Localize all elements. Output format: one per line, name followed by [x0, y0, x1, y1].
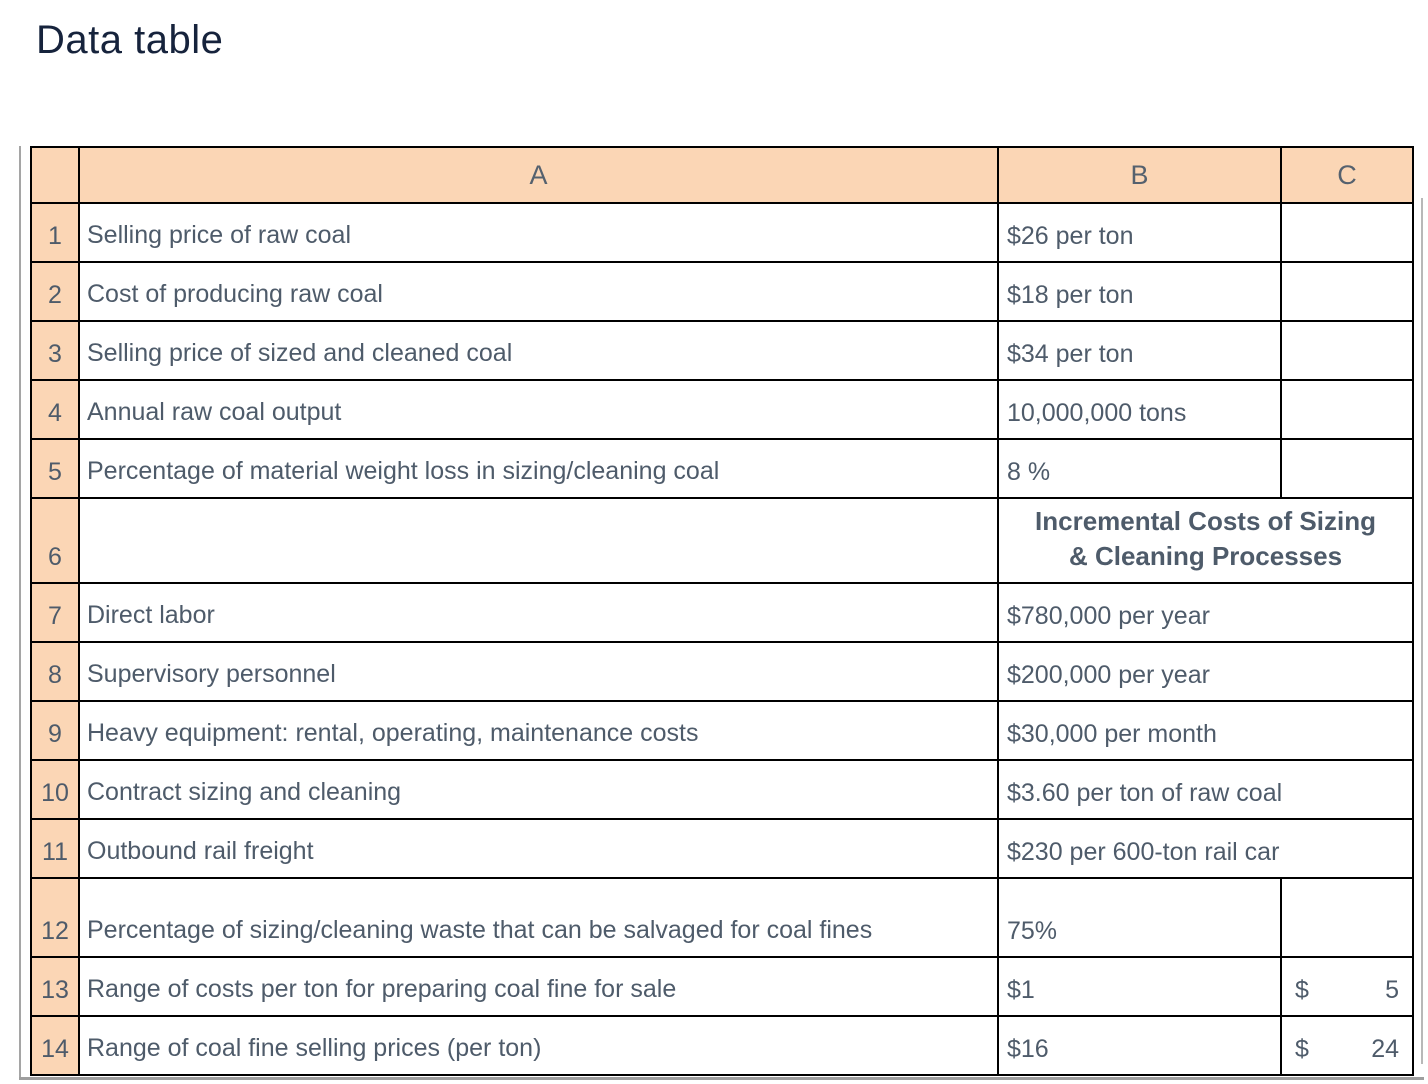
- description-cell: Annual raw coal output: [78, 379, 999, 440]
- description-cell: Cost of producing raw coal: [78, 261, 999, 322]
- row-number-cell: 12: [30, 877, 80, 958]
- heading-line: & Cleaning Processes: [1068, 540, 1343, 571]
- description-text: Range of costs per ton for preparing coa…: [87, 975, 677, 1003]
- data-table: A B C 1 Selling price of raw coal $26 per …: [30, 146, 1414, 1076]
- viewer-frame-bottom-line: [19, 1077, 1424, 1080]
- value-cell: $16: [997, 1015, 1282, 1076]
- accounting-format: $5: [1283, 976, 1411, 1014]
- table-row: 7 Direct labor $780,000 per year: [30, 582, 1414, 643]
- row-number-cell: 13: [30, 956, 80, 1017]
- value-cell: 8 %: [997, 438, 1282, 499]
- heading-line: Incremental Costs of Sizing: [1035, 506, 1376, 537]
- row-number-cell: 10: [30, 759, 80, 820]
- amount: 5: [1385, 976, 1399, 1004]
- description-cell: Selling price of sized and cleaned coal: [78, 320, 999, 381]
- description-text: Percentage of material weight loss in si…: [87, 457, 720, 485]
- row-number-cell: 4: [30, 379, 80, 440]
- value-cell: $3.60 per ton of raw coal: [997, 759, 1414, 820]
- range-upper-cell: $24: [1280, 1015, 1414, 1076]
- empty-c-cell: [1280, 261, 1414, 322]
- accounting-format: $24: [1283, 1035, 1411, 1073]
- row-number-cell: 7: [30, 582, 80, 643]
- value-cell: 10,000,000 tons: [997, 379, 1282, 440]
- value-cell: 75%: [997, 877, 1282, 958]
- value-cell: $1: [997, 956, 1282, 1017]
- value-cell: $780,000 per year: [997, 582, 1414, 643]
- description-text: Cost of producing raw coal: [87, 280, 383, 308]
- description-text: Percentage of sizing/cleaning waste that…: [87, 916, 873, 944]
- table-row: 11 Outbound rail freight $230 per 600-ton …: [30, 818, 1414, 879]
- description-cell: Range of coal fine selling prices (per t…: [78, 1015, 999, 1076]
- column-header-c: C: [1280, 146, 1414, 204]
- merged-heading-cell: Incremental Costs of Sizing & Cleaning Pr…: [997, 497, 1414, 584]
- table-row: 2 Cost of producing raw coal $18 per ton: [30, 261, 1414, 322]
- page-title: Data table: [36, 18, 224, 62]
- description-cell: Percentage of sizing/cleaning waste that…: [78, 877, 999, 958]
- row-number-cell: 9: [30, 700, 80, 761]
- description-cell: Contract sizing and cleaning: [78, 759, 999, 820]
- table-body: 1 Selling price of raw coal $26 per ton 2 Co…: [30, 202, 1414, 1076]
- row-number-cell: 5: [30, 438, 80, 499]
- table-row: 4 Annual raw coal output 10,000,000 tons: [30, 379, 1414, 440]
- empty-c-cell: [1280, 877, 1414, 958]
- value-cell: $30,000 per month: [997, 700, 1414, 761]
- row-number-cell: 6: [30, 497, 80, 584]
- empty-c-cell: [1280, 438, 1414, 499]
- corner-cell: [30, 146, 80, 204]
- description-cell: Selling price of raw coal: [78, 202, 999, 263]
- table-row: 3 Selling price of sized and cleaned coal…: [30, 320, 1414, 381]
- value-cell: $200,000 per year: [997, 641, 1414, 702]
- description-cell: Range of costs per ton for preparing coa…: [78, 956, 999, 1017]
- description-cell: [78, 497, 999, 584]
- table-row: 8 Supervisory personnel $200,000 per year: [30, 641, 1414, 702]
- value-cell: $34 per ton: [997, 320, 1282, 381]
- description-text: Supervisory personnel: [87, 660, 336, 688]
- description-text: Outbound rail freight: [87, 837, 314, 865]
- row-number-cell: 14: [30, 1015, 80, 1076]
- row-number-cell: 11: [30, 818, 80, 879]
- empty-c-cell: [1280, 379, 1414, 440]
- description-text: Direct labor: [87, 601, 215, 629]
- row-number-cell: 1: [30, 202, 80, 263]
- row-number-cell: 8: [30, 641, 80, 702]
- description-text: Selling price of raw coal: [87, 221, 352, 249]
- empty-c-cell: [1280, 202, 1414, 263]
- table-row: 6 Incremental Costs of Sizing & Cleaning P…: [30, 497, 1414, 584]
- currency-symbol: $: [1295, 1035, 1309, 1063]
- description-text: Heavy equipment: rental, operating, main…: [87, 719, 699, 747]
- row-number-cell: 2: [30, 261, 80, 322]
- empty-c-cell: [1280, 320, 1414, 381]
- table-row: 12 Percentage of sizing/cleaning waste th…: [30, 877, 1414, 958]
- column-header-a: A: [78, 146, 999, 204]
- description-cell: Outbound rail freight: [78, 818, 999, 879]
- description-text: Contract sizing and cleaning: [87, 778, 402, 806]
- description-cell: Percentage of material weight loss in si…: [78, 438, 999, 499]
- description-text: Selling price of sized and cleaned coal: [87, 339, 513, 367]
- amount: 24: [1371, 1035, 1399, 1063]
- table-row: 9 Heavy equipment: rental, operating, mai…: [30, 700, 1414, 761]
- description-cell: Supervisory personnel: [78, 641, 999, 702]
- viewer-frame-left-line: [19, 146, 21, 1079]
- viewer-frame-right-line: [1421, 198, 1423, 1064]
- table-row: 5 Percentage of material weight loss in s…: [30, 438, 1414, 499]
- table-row: 10 Contract sizing and cleaning $3.60 per …: [30, 759, 1414, 820]
- column-header-row: A B C: [30, 146, 1414, 204]
- column-header-b: B: [997, 146, 1282, 204]
- description-text: Annual raw coal output: [87, 398, 342, 426]
- description-cell: Heavy equipment: rental, operating, main…: [78, 700, 999, 761]
- value-cell: $26 per ton: [997, 202, 1282, 263]
- table-row: 1 Selling price of raw coal $26 per ton: [30, 202, 1414, 263]
- currency-symbol: $: [1295, 976, 1309, 1004]
- value-cell: $18 per ton: [997, 261, 1282, 322]
- description-text: Range of coal fine selling prices (per t…: [87, 1034, 542, 1062]
- value-cell: $230 per 600-ton rail car: [997, 818, 1414, 879]
- row-number-cell: 3: [30, 320, 80, 381]
- table-row: 13 Range of costs per ton for preparing c…: [30, 956, 1414, 1017]
- range-upper-cell: $5: [1280, 956, 1414, 1017]
- table-row: 14 Range of coal fine selling prices (per…: [30, 1015, 1414, 1076]
- description-cell: Direct labor: [78, 582, 999, 643]
